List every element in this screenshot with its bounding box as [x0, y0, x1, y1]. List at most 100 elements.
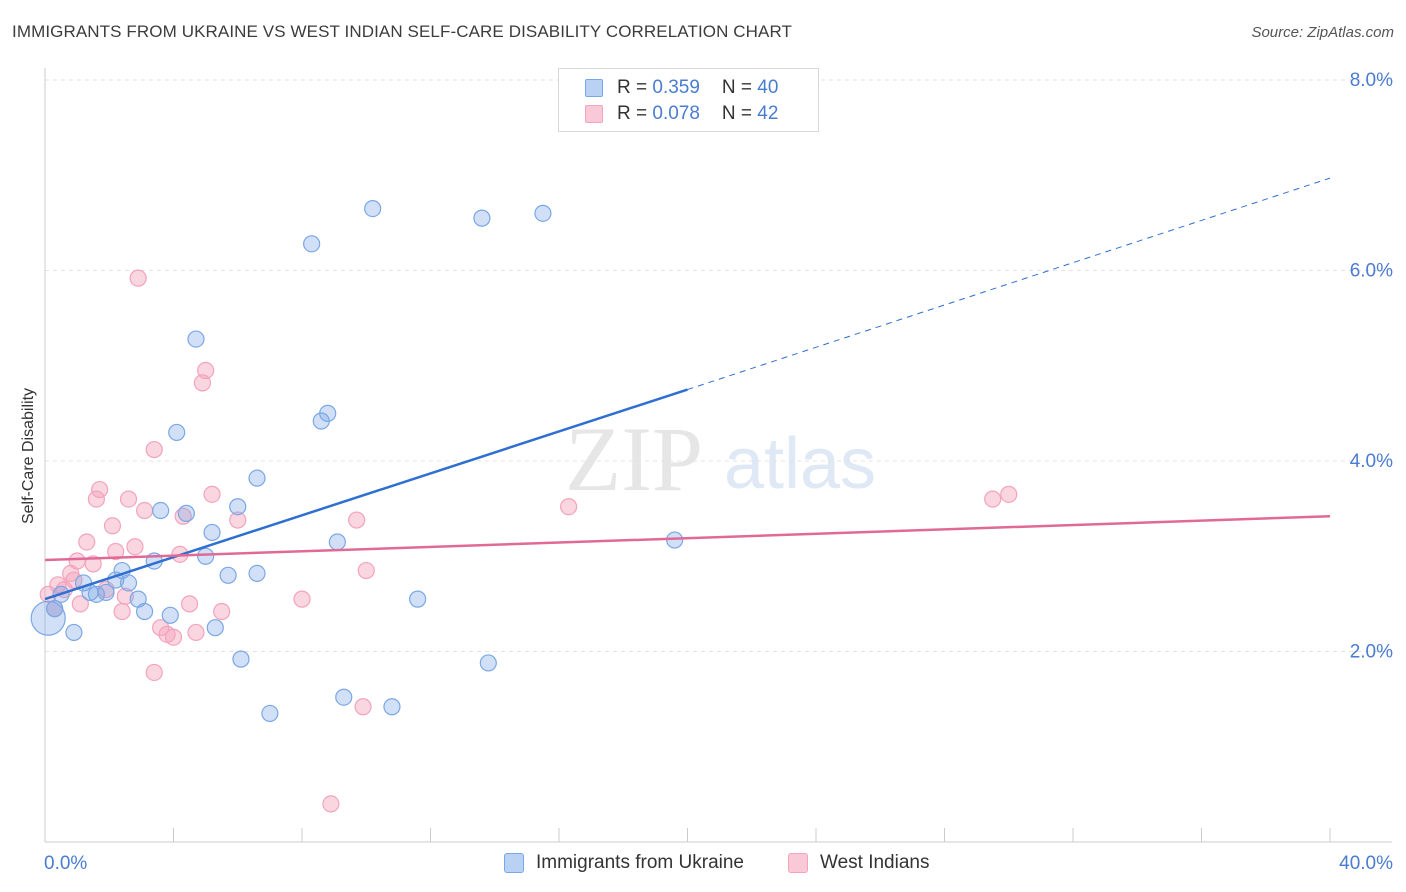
watermark-zip: ZIP	[565, 408, 703, 510]
legend-r-label: R =	[617, 77, 653, 98]
data-point-ukraine	[364, 199, 382, 218]
legend-r-value: 0.359	[652, 77, 700, 98]
data-point-westindian	[164, 628, 183, 646]
data-point-westindian	[348, 511, 366, 529]
data-point-ukraine	[248, 469, 266, 487]
data-point-ukraine	[177, 504, 195, 522]
data-point-westindian	[135, 501, 154, 520]
grid	[45, 79, 1392, 652]
data-point-westindian	[174, 507, 192, 525]
y-tick-label: 2.0%	[1350, 642, 1393, 663]
west-indians-points	[39, 269, 1018, 813]
legend-n-value: 40	[757, 77, 779, 98]
y-tick-label: 4.0%	[1350, 451, 1393, 472]
trend-line-ukraine	[44, 388, 688, 601]
y-tick-label: 8.0%	[1350, 70, 1393, 91]
data-point-westindian	[293, 590, 311, 608]
legend-row-ukraine: R = 0.359 N = 40	[585, 77, 778, 99]
data-point-westindian	[107, 542, 125, 561]
data-point-ukraine	[303, 235, 321, 253]
legend-n-label: N =	[721, 103, 758, 124]
data-point-ukraine	[161, 606, 179, 624]
legend-n-value: 42	[757, 103, 779, 124]
data-point-westindian	[84, 555, 102, 573]
data-point-ukraine	[229, 498, 247, 516]
data-point-ukraine	[473, 209, 491, 227]
data-point-ukraine	[261, 704, 279, 723]
data-point-westindian	[119, 490, 138, 508]
data-point-ukraine	[248, 564, 266, 582]
data-point-westindian	[213, 602, 231, 621]
watermark-atlas: atlas	[724, 424, 876, 504]
legend-row-westindian: R = 0.078 N = 42	[585, 103, 778, 125]
series-legend-ukraine: Immigrants from Ukraine	[504, 852, 744, 874]
data-point-ukraine	[328, 533, 346, 551]
data-point-westindian	[126, 538, 144, 556]
watermark: ZIP atlas	[565, 408, 876, 510]
data-point-ukraine	[479, 654, 497, 672]
y-axis-label: Self-Care Disability	[20, 387, 37, 525]
data-point-ukraine	[534, 204, 552, 222]
data-point-ukraine	[232, 650, 250, 668]
series-swatch-ukraine	[504, 853, 524, 873]
data-point-westindian	[113, 602, 131, 621]
data-point-ukraine	[97, 583, 115, 602]
x-tick-label: 0.0%	[44, 853, 87, 874]
data-point-ukraine	[319, 404, 337, 422]
data-point-westindian	[187, 623, 205, 642]
data-point-westindian	[180, 595, 199, 613]
data-point-westindian	[322, 795, 340, 813]
data-point-ukraine	[409, 590, 427, 608]
data-point-ukraine	[30, 600, 66, 636]
data-point-ukraine	[135, 602, 154, 621]
series-name-ukraine: Immigrants from Ukraine	[536, 852, 744, 873]
tick-labels: 2.0% 4.0% 6.0% 8.0% 0.0% 40.0%	[44, 70, 1393, 874]
trend-line-westindian	[44, 514, 1331, 562]
y-tick-label: 6.0%	[1350, 261, 1393, 282]
axes	[44, 68, 1392, 843]
series-swatch-westindian	[788, 853, 808, 873]
data-point-westindian	[203, 485, 221, 503]
data-point-westindian	[87, 490, 106, 508]
data-point-ukraine	[666, 531, 684, 549]
data-point-westindian	[145, 663, 163, 682]
legend-n-label: N =	[721, 77, 758, 98]
data-point-westindian	[91, 480, 109, 499]
series-legend: Immigrants from Ukraine West Indians	[0, 852, 1406, 878]
data-point-westindian	[357, 561, 375, 580]
series-legend-westindian: West Indians	[788, 852, 929, 874]
data-point-westindian	[984, 490, 1002, 508]
data-point-ukraine	[119, 574, 138, 592]
data-point-ukraine	[197, 547, 215, 565]
legend-swatch-ukraine	[585, 79, 603, 97]
legend-r-value: 0.078	[652, 103, 700, 124]
data-point-ukraine	[168, 423, 186, 442]
chart-source: Source: ZipAtlas.com	[1251, 24, 1394, 41]
chart-title: IMMIGRANTS FROM UKRAINE VS WEST INDIAN S…	[12, 22, 793, 41]
data-point-westindian	[197, 361, 215, 380]
data-point-westindian	[145, 440, 163, 459]
trend-lines	[44, 177, 1331, 601]
data-point-ukraine	[219, 566, 237, 584]
data-point-ukraine	[203, 523, 221, 542]
data-point-ukraine	[335, 688, 353, 706]
data-point-ukraine	[46, 600, 64, 618]
data-point-westindian	[78, 533, 96, 551]
data-point-westindian	[1000, 485, 1018, 503]
data-point-westindian	[560, 498, 578, 516]
trend-line-ukraine-extension	[687, 177, 1331, 391]
data-point-ukraine	[383, 698, 401, 716]
data-point-westindian	[71, 595, 89, 613]
legend-r-label: R =	[617, 103, 653, 124]
stats-legend: R = 0.359 N = 40 R = 0.078 N = 42	[558, 68, 819, 132]
x-tick-label: 40.0%	[1339, 853, 1393, 874]
data-point-ukraine	[65, 623, 83, 642]
data-point-westindian	[103, 517, 122, 535]
data-point-westindian	[152, 619, 170, 637]
data-point-westindian	[68, 552, 86, 570]
series-name-westindian: West Indians	[820, 852, 930, 873]
data-point-westindian	[65, 571, 83, 589]
data-point-westindian	[354, 698, 372, 716]
data-point-ukraine	[187, 330, 205, 348]
